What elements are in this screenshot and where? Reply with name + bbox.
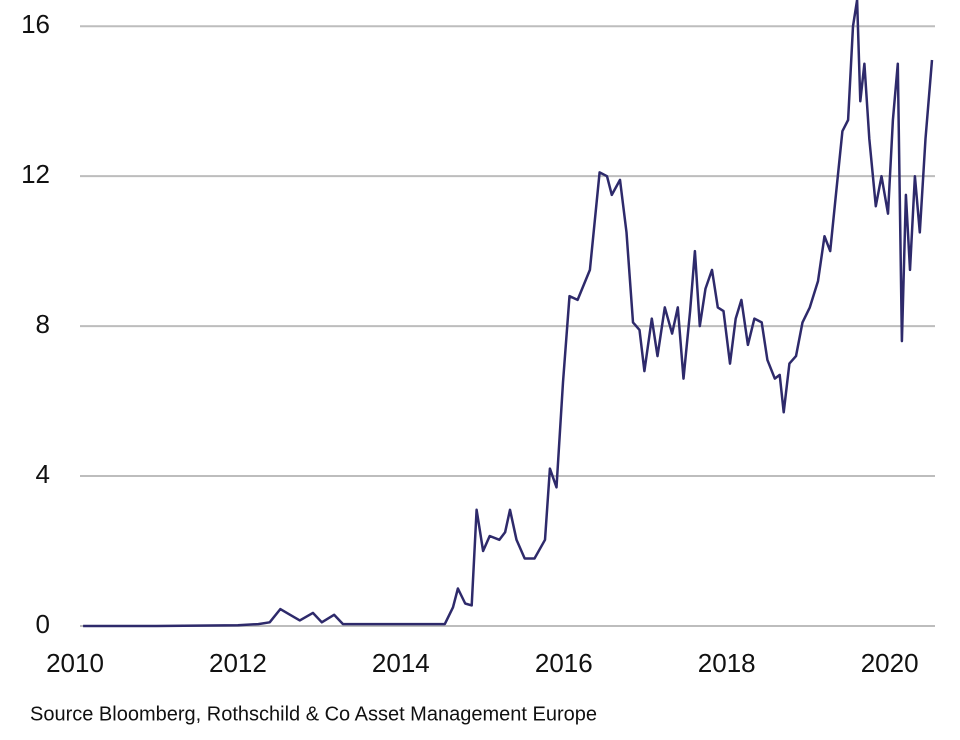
y-tick-label: 0	[36, 609, 50, 639]
y-tick-label: 12	[21, 159, 50, 189]
x-tick-label: 2010	[46, 648, 104, 678]
x-tick-label: 2016	[535, 648, 593, 678]
x-tick-label: 2012	[209, 648, 267, 678]
y-tick-label: 16	[21, 9, 50, 39]
x-tick-label: 2014	[372, 648, 430, 678]
y-tick-label: 4	[36, 459, 50, 489]
x-tick-label: 2020	[861, 648, 919, 678]
x-tick-label: 2018	[698, 648, 756, 678]
y-tick-label: 8	[36, 309, 50, 339]
data-line	[83, 0, 934, 628]
source-note: Source Bloomberg, Rothschild & Co Asset …	[30, 703, 597, 725]
